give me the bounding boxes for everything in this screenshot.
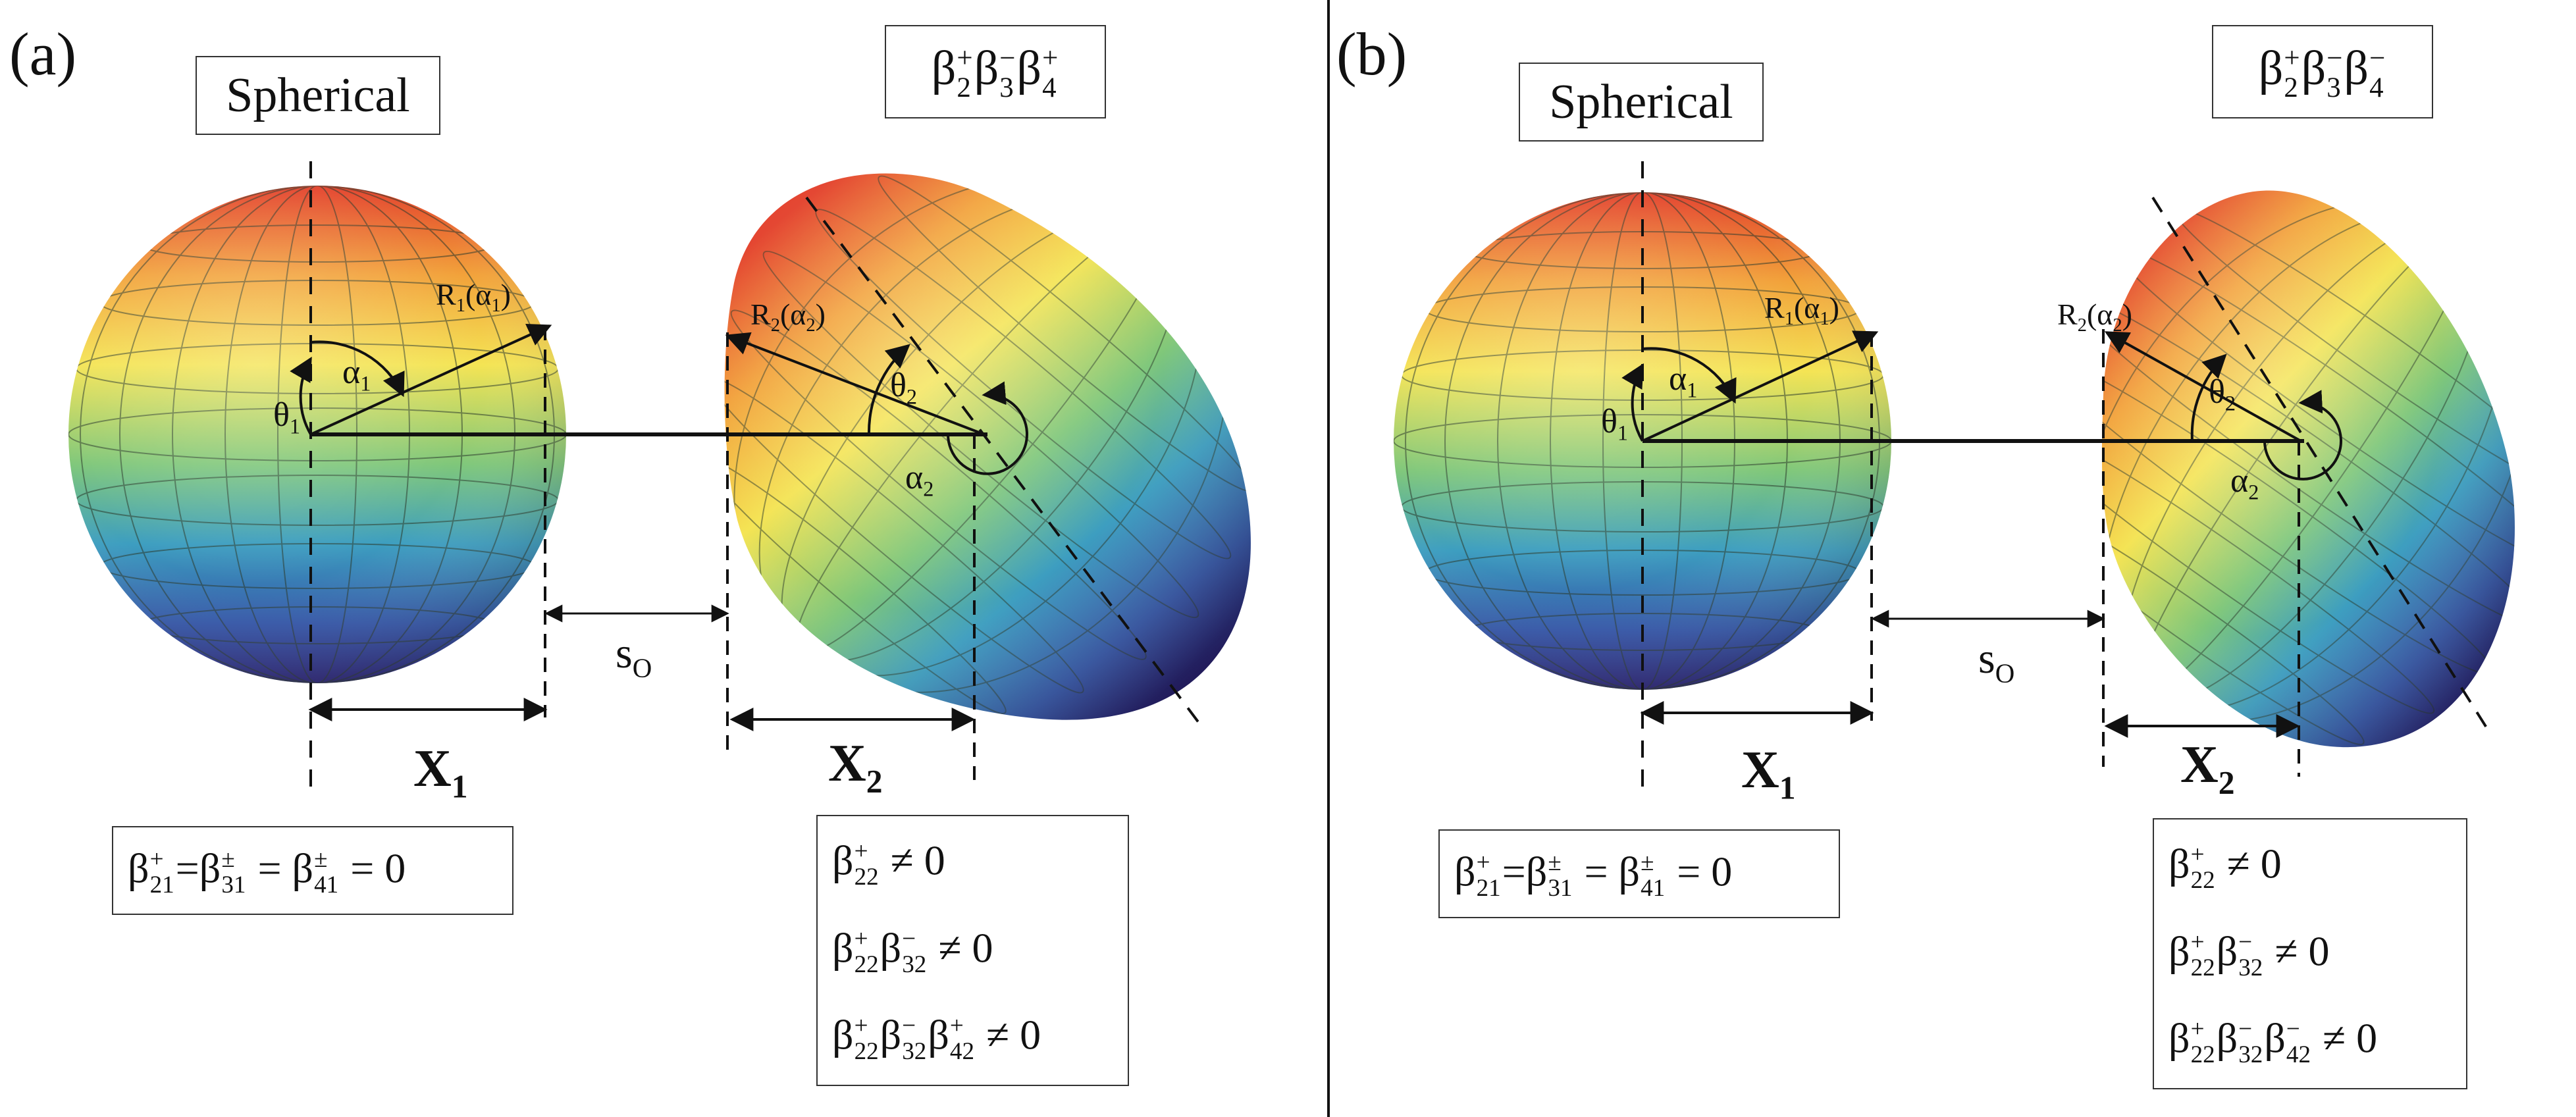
panel-b-annotations: [1621, 161, 2490, 790]
panel-a-annotations: [290, 161, 1206, 790]
panel-a-deformed-nucleus: [724, 173, 1251, 720]
r2-arrow: [725, 332, 985, 436]
panel-a-r1-label: R1(α1): [436, 278, 511, 316]
panel-b-right-header: β +2 β −3 β −4: [2212, 25, 2433, 118]
panel-a-left-condition: β +21 =β ±31 = β ±41 = 0: [112, 826, 513, 915]
panel-a-alpha1-label: α1: [342, 353, 371, 396]
panel-a-x2-label: X2: [828, 735, 883, 800]
panel-a-r2-label: R2(α2): [750, 298, 826, 336]
panel-a-right-header-term-1: β +2: [931, 41, 973, 103]
panel-a-x1-label: X1: [413, 740, 468, 805]
panel-b-right-header-term-3: β −4: [2344, 41, 2386, 103]
panel-a-condition-2: β +22 β −32 ≠ 0: [832, 924, 993, 978]
panel-b-x1-label: X1: [1741, 741, 1796, 806]
panel-b-left-header: Spherical: [1519, 63, 1764, 142]
panel-a-left-header-text: Spherical: [226, 68, 410, 122]
panel-b-r2-label: R2(α2): [2057, 298, 2132, 336]
panel-b-condition-1: β +22 ≠ 0: [2169, 840, 2282, 894]
panel-b-right-conditions: β +22 ≠ 0 β +22 β −32 ≠ 0 β +22 β −32 β −42 ≠ 0: [2153, 818, 2467, 1089]
panel-b-left-condition: β +21 =β ±31 = β ±41 = 0: [1438, 829, 1840, 918]
panel-b-condition-2: β +22 β −32 ≠ 0: [2169, 927, 2330, 981]
panel-a-condition-1: β +22 ≠ 0: [832, 837, 945, 891]
panel-b-left-header-text: Spherical: [1549, 74, 1733, 129]
panel-b-right-header-term-1: β +2: [2258, 41, 2300, 103]
panel-b-right-header-term-2: β −3: [2301, 41, 2343, 103]
panel-a-right-conditions: β +22 ≠ 0 β +22 β −32 ≠ 0 β +22 β −32 β +42 ≠ 0: [816, 815, 1129, 1086]
panel-b-alpha2-label: α2: [2230, 462, 2259, 504]
r1-arrow: [310, 324, 552, 436]
panel-a-s0-label: sO: [616, 629, 652, 683]
panel-a-condition-3: β +22 β −32 β +42 ≠ 0: [832, 1011, 1041, 1065]
panel-b-theta2-label: θ2: [2209, 373, 2236, 415]
panel-b-deformed-nucleus: [2101, 190, 2515, 748]
panel-b-r1-label: R1(α1): [1764, 291, 1839, 329]
panel-a-right-header-term-2: β −3: [974, 41, 1016, 103]
panel-a-right-header-term-3: β +4: [1016, 41, 1059, 103]
panel-b-letter: (b): [1336, 20, 1407, 88]
panel-b-theta1-label: θ1: [1601, 403, 1629, 445]
panel-a-right-header: β +2 β −3 β +4: [885, 25, 1106, 118]
panel-a-left-header: Spherical: [196, 56, 440, 135]
panel-a-theta1-label: θ1: [273, 396, 301, 438]
panel-a-letter: (a): [9, 20, 77, 88]
panel-a-alpha2-label: α2: [905, 459, 934, 501]
panel-b-x2-label: X2: [2180, 736, 2235, 801]
panel-a-theta2-label: θ2: [890, 367, 918, 409]
panel-b-condition-3: β +22 β −32 β −42 ≠ 0: [2169, 1014, 2378, 1068]
panel-b-alpha1-label: α1: [1669, 360, 1698, 402]
panel-b-s0-label: sO: [1978, 635, 2015, 688]
